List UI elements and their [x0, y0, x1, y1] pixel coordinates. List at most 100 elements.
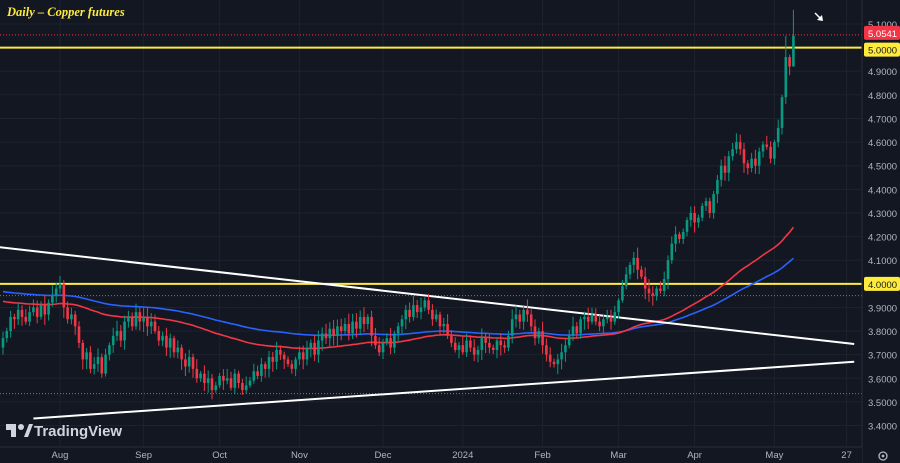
- candle-body: [750, 158, 753, 169]
- time-tick-label: Nov: [291, 450, 308, 461]
- candle-body: [727, 156, 731, 173]
- candle: [62, 280, 66, 318]
- candle: [548, 347, 552, 368]
- candle: [484, 332, 487, 354]
- candle: [412, 295, 415, 321]
- candle-body: [241, 383, 244, 391]
- candle-body: [746, 163, 750, 169]
- candle-body: [81, 342, 85, 360]
- candle: [157, 326, 161, 346]
- candle-body: [640, 269, 643, 277]
- candle-body: [773, 142, 776, 159]
- candle-body: [469, 340, 472, 348]
- candle: [670, 236, 674, 264]
- candle-body: [412, 305, 415, 317]
- candle-body: [495, 340, 499, 350]
- candle-body: [100, 357, 104, 374]
- candle-body: [571, 326, 575, 336]
- candle-body: [305, 347, 309, 360]
- candle-body: [358, 316, 362, 329]
- candle: [651, 286, 655, 306]
- candle: [9, 310, 12, 338]
- candle-body: [332, 328, 335, 336]
- candle-body: [434, 314, 438, 320]
- candle-body: [742, 149, 746, 164]
- candle-body: [754, 158, 757, 166]
- candle: [290, 360, 294, 374]
- candle: [503, 340, 506, 353]
- candle-body: [286, 359, 290, 365]
- candle-body: [624, 274, 628, 287]
- candle: [89, 346, 92, 374]
- candle-body: [123, 321, 126, 341]
- candle: [149, 313, 153, 334]
- candle: [792, 9, 795, 67]
- time-tick-label: 2024: [452, 450, 473, 461]
- candle: [700, 202, 704, 222]
- candle-body: [522, 309, 525, 322]
- candle-body: [225, 378, 229, 381]
- candle: [294, 356, 297, 377]
- candle-body: [244, 385, 248, 391]
- candle-body: [381, 342, 385, 353]
- candle-body: [28, 312, 31, 322]
- candle-body: [290, 364, 294, 369]
- candle: [537, 327, 541, 344]
- candle: [32, 299, 35, 316]
- candle-body: [533, 326, 537, 339]
- price-tick-label: 3.4000: [868, 422, 897, 433]
- candle-body: [545, 345, 548, 355]
- candle-body: [370, 316, 373, 336]
- candle-body: [374, 335, 377, 346]
- candle: [719, 159, 723, 187]
- candle-body: [260, 364, 263, 376]
- candle-body: [446, 323, 449, 336]
- candle-body: [780, 97, 784, 128]
- candle-body: [328, 328, 332, 339]
- candle: [598, 315, 601, 332]
- time-axis[interactable]: Aug Sep Oct Nov Dec 2024 Feb Mar Apr May 27: [0, 446, 862, 463]
- candle-body: [697, 217, 700, 223]
- candle: [324, 323, 328, 344]
- candle: [423, 297, 427, 312]
- candle: [400, 314, 404, 335]
- candle: [328, 322, 332, 347]
- price-label-text: 5.0541: [868, 29, 897, 40]
- candle-body: [389, 338, 392, 348]
- trendlines: [0, 246, 855, 420]
- candle-body: [415, 305, 419, 313]
- candle: [723, 155, 727, 181]
- candle: [351, 313, 354, 340]
- candle: [640, 265, 643, 280]
- candle: [142, 307, 145, 332]
- price-tick-label: 4.4000: [868, 185, 897, 196]
- candle-body: [712, 194, 715, 213]
- candle: [210, 374, 214, 400]
- candle-body: [256, 371, 259, 376]
- candle-body: [689, 212, 693, 221]
- price-labels: 5.0541 5.0000 4.0000: [864, 25, 900, 291]
- candle: [214, 381, 218, 393]
- price-axis[interactable]: 5.1000 5.0000 4.9000 4.8000 4.7000 4.6000 4.50…: [861, 0, 900, 463]
- candle: [203, 365, 206, 392]
- candle-body: [419, 307, 423, 313]
- candle: [541, 321, 544, 354]
- candle-body: [670, 243, 674, 261]
- settings-gear-icon[interactable]: [878, 451, 888, 461]
- candle-body: [165, 335, 168, 348]
- candle: [263, 361, 267, 378]
- candle: [765, 135, 769, 150]
- candle: [66, 301, 69, 324]
- candle-body: [643, 276, 647, 289]
- candle: [199, 371, 202, 382]
- candle-body: [146, 316, 149, 327]
- candle-body: [172, 338, 176, 353]
- price-tick-label: 3.9000: [868, 303, 897, 314]
- candle: [366, 314, 370, 330]
- candle: [510, 309, 514, 344]
- candle: [275, 341, 278, 370]
- candle: [161, 331, 164, 347]
- candle: [180, 344, 183, 370]
